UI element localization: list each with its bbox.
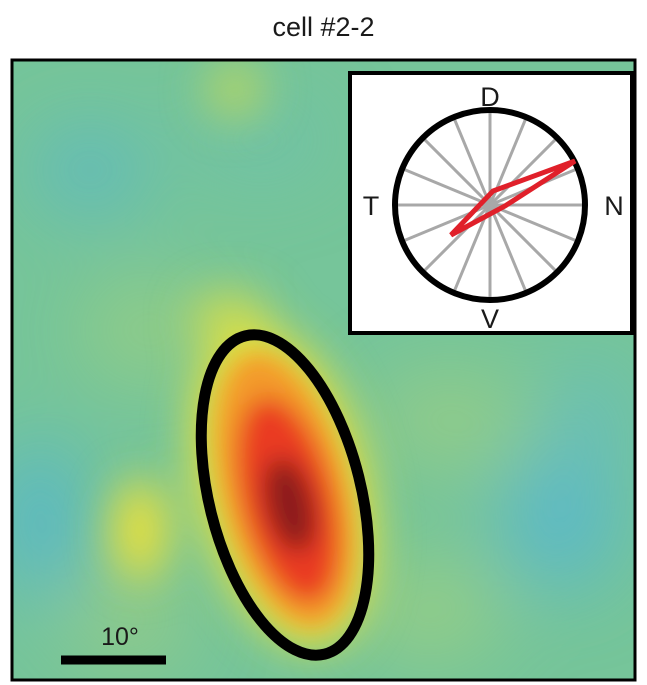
- label-nasal: N: [604, 191, 624, 221]
- field-core: [215, 353, 355, 627]
- label-temporal: T: [363, 191, 380, 221]
- label-dorsal: D: [480, 82, 500, 112]
- map-frame: [10, 58, 637, 682]
- scale-bar-label: 10°: [101, 623, 139, 651]
- direction-tuning-inset: D V T N: [348, 71, 634, 335]
- polar-circle: [392, 107, 588, 303]
- receptive-field-ellipse: [195, 329, 375, 661]
- scale-bar: 10°: [61, 623, 166, 665]
- tuning-curve: [449, 158, 577, 238]
- figure-title: cell #2-2: [272, 12, 375, 42]
- label-ventral: V: [481, 304, 499, 334]
- background-blotches: [12, 100, 630, 670]
- polar-spokes: [397, 112, 583, 298]
